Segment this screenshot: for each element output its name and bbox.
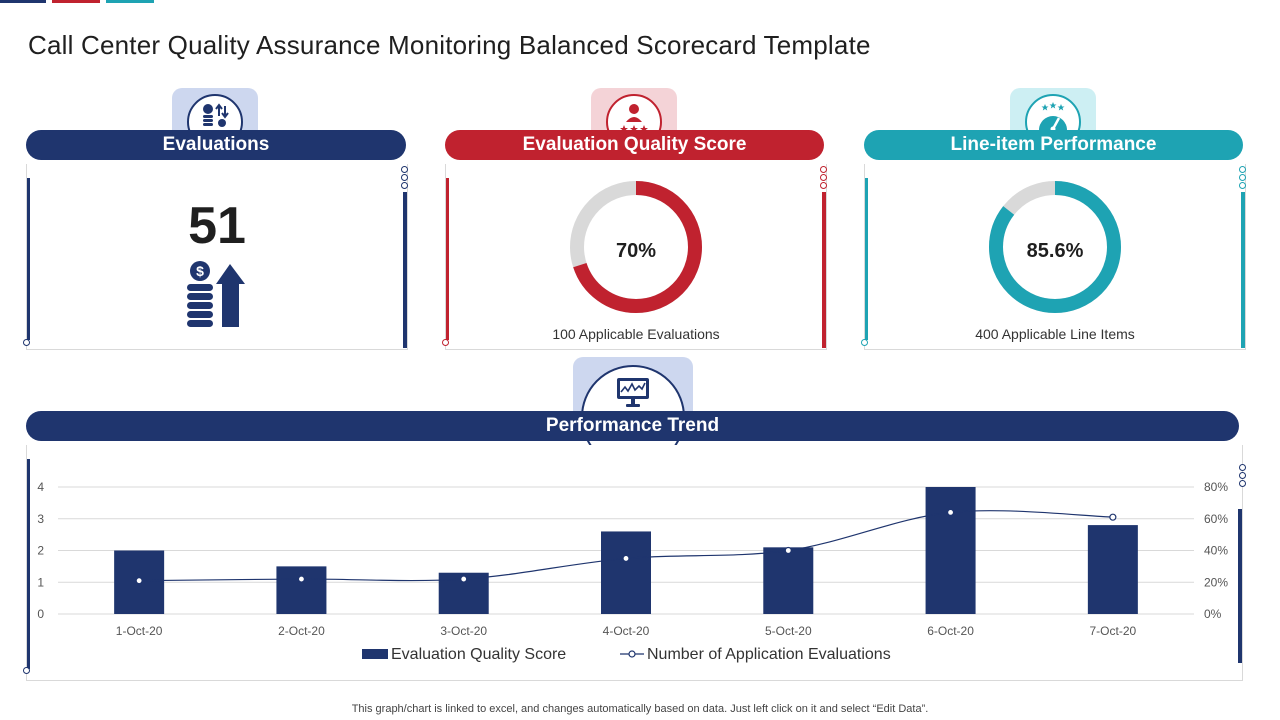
card-dot	[820, 182, 827, 189]
evaluations-value: 51	[188, 197, 246, 255]
line-point	[460, 575, 468, 583]
top-accent-teal	[106, 0, 154, 3]
x-axis-tick-label: 1-Oct-20	[116, 624, 163, 638]
quality-score-card: 70% 100 Applicable Evaluations	[445, 164, 827, 350]
card-dot	[861, 339, 868, 346]
performance-trend-header: Performance Trend	[26, 411, 1239, 441]
x-axis-tick-label: 7-Oct-20	[1090, 624, 1137, 638]
card-dot	[820, 166, 827, 173]
line-item-donut	[989, 181, 1121, 313]
card-accent-left	[446, 178, 449, 340]
bar	[276, 566, 327, 614]
evaluations-card: 51 $	[26, 164, 408, 350]
right-axis-tick-label: 20%	[1204, 575, 1228, 589]
donut-value-arc	[570, 181, 702, 313]
card-dot	[1239, 182, 1246, 189]
coins-arrows-icon	[203, 103, 229, 127]
x-axis-tick-label: 6-Oct-20	[927, 624, 974, 638]
bar	[601, 531, 651, 614]
evaluations-header: Evaluations	[26, 130, 406, 160]
card-dot	[1239, 464, 1246, 471]
gauge-stars-icon	[1039, 102, 1067, 132]
line-point	[135, 577, 143, 585]
bar	[763, 547, 814, 614]
right-axis-tick-label: 80%	[1204, 480, 1228, 494]
x-axis-tick-label: 4-Oct-20	[603, 624, 650, 638]
card-accent-right	[1238, 509, 1242, 663]
right-axis-tick-label: 60%	[1204, 512, 1228, 526]
bar	[925, 487, 976, 614]
line-point	[622, 554, 630, 563]
left-axis-tick-label: 4	[37, 480, 44, 494]
footer-note: This graph/chart is linked to excel, and…	[351, 703, 929, 715]
card-dot	[442, 339, 449, 346]
top-accent-red	[52, 0, 100, 3]
left-axis-tick-label: 3	[37, 512, 44, 526]
top-accent-navy	[0, 0, 46, 3]
card-accent-left	[27, 459, 30, 669]
card-dot	[23, 339, 30, 346]
left-axis-tick-label: 1	[37, 575, 44, 589]
card-accent-right	[403, 192, 407, 348]
card-accent-left	[27, 178, 30, 340]
line-item-value: 85.6%	[1026, 240, 1084, 262]
line-point	[1109, 513, 1117, 521]
card-dot	[401, 174, 408, 181]
legend-swatch-bars	[362, 649, 388, 659]
card-dot	[820, 174, 827, 181]
card-accent-left	[865, 178, 868, 340]
quality-score-header: Evaluation Quality Score	[445, 130, 824, 160]
line-point	[784, 546, 792, 555]
quality-score-value: 70%	[615, 240, 657, 262]
x-axis-tick-label: 3-Oct-20	[440, 624, 487, 638]
card-dot	[401, 166, 408, 173]
card-dot	[1239, 174, 1246, 181]
card-dot	[1239, 472, 1246, 479]
left-axis-tick-label: 0	[37, 607, 44, 621]
card-dot	[1239, 166, 1246, 173]
legend-label-line: Number of Application Evaluations	[647, 646, 891, 663]
line-item-card: 85.6% 400 Applicable Line Items	[864, 164, 1246, 350]
person-stars-icon	[620, 104, 648, 132]
coins-arrow-up-icon: $	[187, 261, 245, 327]
legend-swatch-line-marker	[628, 650, 636, 658]
legend-label-bars: Evaluation Quality Score	[391, 646, 566, 663]
left-axis-tick-label: 2	[37, 544, 44, 558]
line-point	[297, 575, 306, 583]
bar	[1087, 525, 1138, 614]
card-dot	[401, 182, 408, 189]
page-title: Call Center Quality Assurance Monitoring…	[28, 30, 871, 60]
card-dot	[1239, 480, 1246, 487]
x-axis-tick-label: 2-Oct-20	[278, 624, 325, 638]
x-axis-tick-label: 5-Oct-20	[765, 624, 812, 638]
line-item-header: Line-item Performance	[864, 130, 1243, 160]
line-item-caption: 400 Applicable Line Items	[975, 326, 1135, 342]
card-accent-right	[1241, 192, 1245, 348]
right-axis-tick-label: 40%	[1204, 544, 1228, 558]
quality-score-caption: 100 Applicable Evaluations	[552, 326, 720, 342]
svg-text:$: $	[196, 263, 204, 279]
quality-score-donut	[570, 181, 702, 313]
line-point	[946, 508, 955, 517]
monitor-chart-icon	[617, 378, 649, 407]
trend-icon-tab	[573, 357, 693, 469]
card-dot	[23, 667, 30, 674]
donut-value-arc	[989, 181, 1121, 313]
right-axis-tick-label: 0%	[1204, 607, 1222, 621]
card-accent-right	[822, 192, 826, 348]
